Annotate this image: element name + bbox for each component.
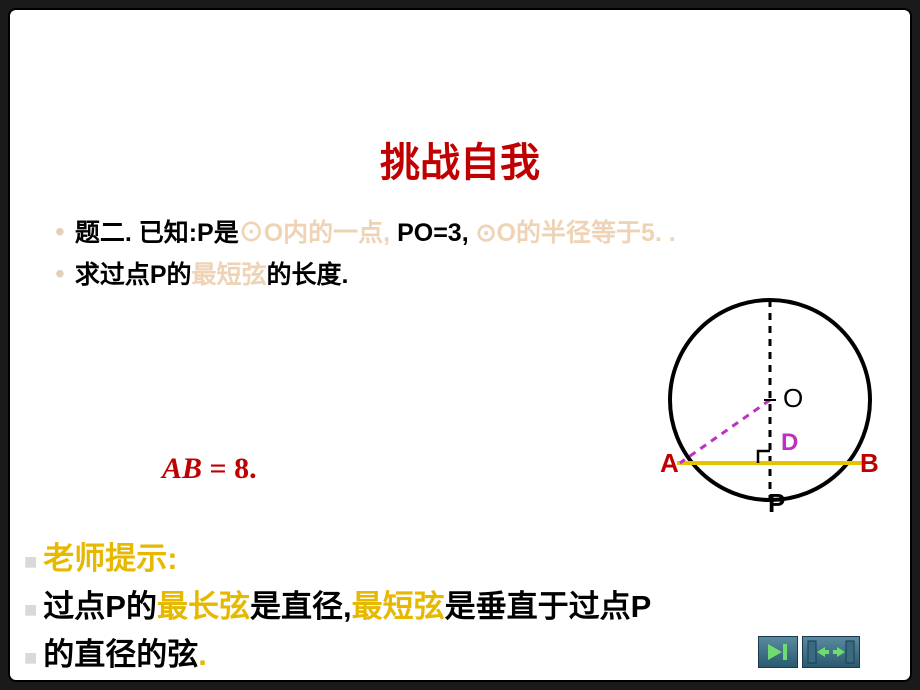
- formula-eq: =: [202, 452, 234, 485]
- formula-lhs: AB: [162, 452, 202, 485]
- label-p: P: [768, 488, 785, 518]
- hint-segment: .: [198, 631, 207, 679]
- bullet-list: • 题二. 已知:P是⊙O内的一点, PO=3, ⊙O的半径等于5. . • 求过点P…: [55, 213, 910, 291]
- hint-segment: 是直径,: [250, 583, 352, 631]
- nav-controls: [758, 636, 860, 668]
- bullet-marker-icon: •: [55, 218, 65, 246]
- label-o: O: [783, 383, 803, 413]
- slide-frame: 挑战自我 • 题二. 已知:P是⊙O内的一点, PO=3, ⊙O的半径等于5. .…: [8, 8, 912, 682]
- formula-rhs: 8.: [234, 452, 257, 485]
- text-segment: ⊙O内的一点,: [239, 219, 390, 247]
- hint-line: ■过点P的最长弦是直径, 最短弦是垂直于过点P: [24, 583, 894, 631]
- next-slide-button[interactable]: [758, 636, 798, 668]
- square-marker-icon: ■: [24, 545, 37, 579]
- label-d: D: [781, 429, 798, 456]
- square-marker-icon: ■: [24, 593, 37, 627]
- radius-oa-dashed: [680, 400, 770, 463]
- hint-segment: 是垂直于过点P: [445, 583, 652, 631]
- bullet-text: 求过点P的最短弦的长度.: [75, 255, 349, 291]
- play-next-icon: [766, 642, 790, 662]
- hint-segment: 老师提示:: [43, 535, 177, 583]
- hint-segment: 最短弦: [352, 583, 445, 631]
- label-b: B: [860, 448, 879, 478]
- bullet-item: • 题二. 已知:P是⊙O内的一点, PO=3, ⊙O的半径等于5. .: [55, 213, 910, 249]
- text-segment: 的长度.: [267, 261, 349, 289]
- exit-doors-icon: [807, 640, 855, 664]
- bullet-text: 题二. 已知:P是⊙O内的一点, PO=3, ⊙O的半径等于5. .: [75, 213, 676, 249]
- hint-segment: 的直径的弦: [43, 631, 198, 679]
- formula-answer: AB = 8.: [162, 452, 257, 486]
- hint-segment: 最长弦: [157, 583, 250, 631]
- hint-line: ■老师提示:: [24, 535, 894, 583]
- text-segment: 题二. 已知:P是: [75, 219, 239, 247]
- text-segment: 求过点P的: [75, 261, 192, 289]
- bullet-item: • 求过点P的最短弦的长度.: [55, 255, 910, 291]
- text-segment: ⊙O的半径等于5. .: [476, 219, 676, 247]
- square-marker-icon: ■: [24, 641, 37, 675]
- geometry-diagram: O D A B P: [650, 290, 890, 520]
- exit-button[interactable]: [802, 636, 860, 668]
- bullet-marker-icon: •: [55, 260, 65, 288]
- slide-title: 挑战自我: [10, 130, 910, 188]
- text-segment: 最短弦: [192, 261, 267, 289]
- hint-segment: 过点P的: [43, 583, 157, 631]
- text-segment: PO=3,: [390, 219, 475, 247]
- label-a: A: [660, 448, 679, 478]
